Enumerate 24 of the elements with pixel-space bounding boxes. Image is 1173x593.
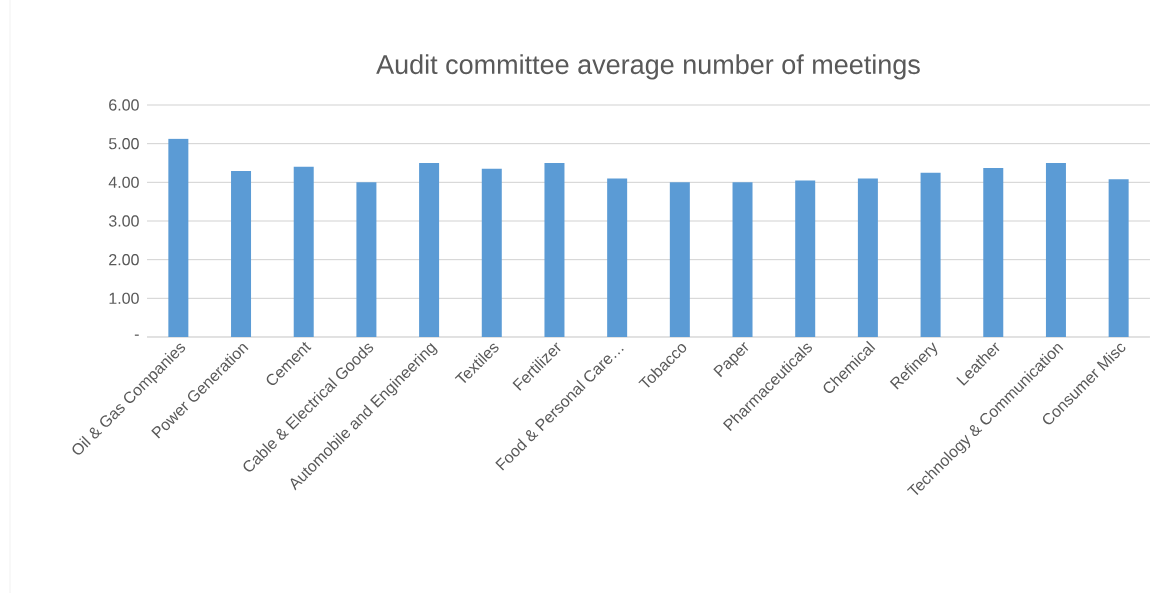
bar	[1045, 162, 1066, 337]
bar	[983, 168, 1004, 337]
bar	[1108, 179, 1129, 337]
bar	[607, 178, 628, 337]
y-tick-label: 4.00	[108, 176, 139, 188]
y-tick-label: 1.00	[109, 292, 139, 304]
y-tick-label: 3.00	[108, 215, 139, 227]
bar	[419, 162, 440, 337]
bar	[669, 182, 690, 337]
bar	[544, 162, 565, 337]
y-tick-label: 6.00	[109, 99, 139, 111]
bar	[795, 180, 816, 337]
bar	[481, 168, 502, 337]
bar	[857, 178, 878, 337]
y-tick-label: 5.00	[108, 138, 139, 150]
bar	[231, 171, 252, 337]
bar	[920, 172, 941, 337]
bar	[293, 166, 314, 337]
chart-title: Audit committee average number of meetings	[376, 54, 920, 80]
bar	[732, 182, 753, 337]
y-tick-label: 2.00	[109, 254, 139, 266]
bar	[168, 138, 189, 337]
bar	[356, 182, 377, 337]
y-tick-label: -	[134, 334, 139, 336]
